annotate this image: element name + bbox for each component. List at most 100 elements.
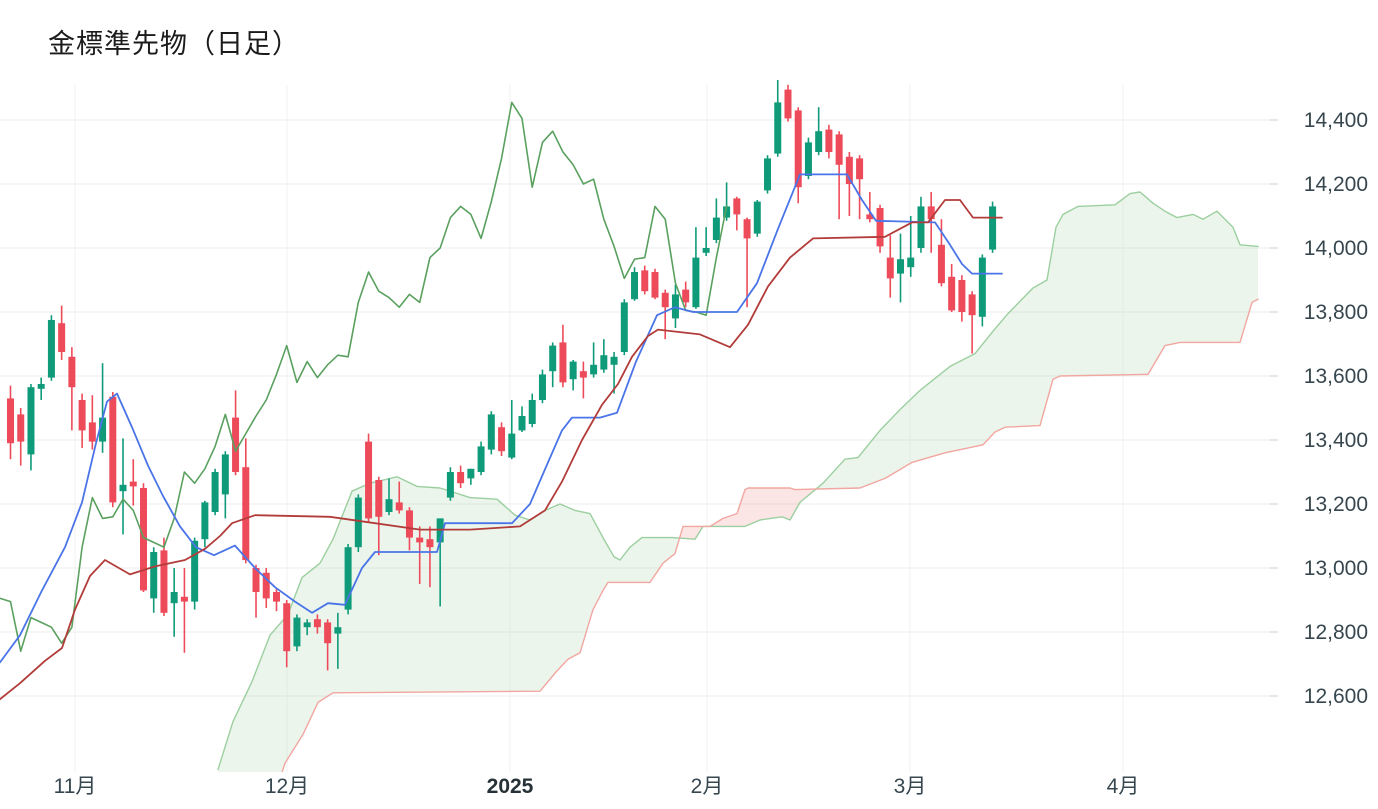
- candle-body-down: [324, 622, 332, 644]
- candle-body-down: [856, 158, 864, 180]
- candle-body-down: [109, 396, 117, 503]
- candle-body-up: [610, 356, 618, 365]
- candle-body-up: [897, 259, 905, 274]
- candle-body-up: [477, 446, 485, 472]
- candle-body-down: [835, 134, 843, 165]
- indicator-lines: [0, 101, 1003, 701]
- candle-body-down: [784, 89, 792, 119]
- candle-body-up: [620, 302, 628, 352]
- y-axis-tick-label: 13,400: [1304, 429, 1368, 452]
- candle-body-down: [58, 323, 66, 352]
- candle-body-up: [600, 355, 608, 370]
- candle-body-up: [804, 142, 812, 176]
- x-axis-tick-label: 2025: [487, 775, 534, 798]
- candle-body-down: [682, 289, 690, 303]
- x-axis-tick-label: 4月: [1107, 775, 1140, 798]
- candle-body-up: [753, 201, 761, 234]
- candle-body-down: [559, 342, 567, 383]
- candle-body-up: [344, 547, 352, 610]
- candle-body-down: [375, 480, 383, 517]
- candle-body-up: [467, 468, 475, 479]
- chart-title: 金標準先物（日足）: [48, 29, 300, 59]
- candle-body-up: [446, 472, 454, 498]
- candle-body-up: [978, 257, 986, 317]
- candle-body-up: [917, 206, 925, 248]
- chikou-span-line: [0, 101, 728, 652]
- y-axis-labels: 12,600 12,800 13,000 13,200 13,400 13,600 13,8…: [1304, 109, 1368, 708]
- candle-body-up: [201, 502, 209, 540]
- candle-body-up: [99, 417, 107, 442]
- x-axis-tick-label: 11月: [54, 775, 97, 798]
- kijun-sen-line: [0, 199, 1003, 701]
- candle-body-up: [518, 416, 526, 431]
- candle-body-up: [815, 131, 823, 152]
- cloud-bullish-area: [816, 192, 1258, 490]
- candle-body-down: [262, 572, 270, 599]
- candle-body-down: [579, 371, 587, 378]
- candle-body-down: [876, 208, 884, 247]
- candle-body-down: [313, 619, 321, 628]
- candle-body-down: [17, 414, 25, 442]
- candle-body-down: [405, 510, 413, 538]
- y-axis-tick-label: 13,600: [1304, 365, 1368, 388]
- candle-body-up: [989, 206, 997, 250]
- candlesticks: [7, 80, 997, 671]
- senkou-span-b-line: [281, 298, 1259, 772]
- candle-body-down: [88, 422, 96, 442]
- candle-body-down: [968, 294, 976, 316]
- candle-body-up: [764, 158, 772, 191]
- candle-body-down: [78, 400, 86, 431]
- candle-body-up: [549, 345, 557, 372]
- candle-body-up: [712, 217, 720, 240]
- x-axis-tick-label: 3月: [894, 775, 927, 798]
- y-axis-tick-label: 14,400: [1304, 109, 1368, 132]
- candle-body-down: [948, 276, 956, 311]
- y-axis-tick-label: 14,000: [1304, 237, 1368, 260]
- ichimoku-cloud: [217, 191, 1259, 772]
- candle-body-up: [631, 272, 639, 300]
- candle-body-down: [68, 356, 76, 388]
- candle-body-down: [498, 427, 506, 452]
- candle-body-up: [702, 248, 710, 253]
- candle-body-down: [365, 441, 373, 519]
- senkou-span-a-line: [217, 191, 1259, 771]
- candle-body-down: [457, 472, 465, 484]
- candle-body-up: [303, 622, 311, 628]
- candle-body-up: [150, 552, 158, 599]
- candle-body-down: [661, 292, 669, 308]
- candle-body-down: [651, 272, 659, 298]
- candle-body-up: [354, 497, 362, 548]
- candle-body-down: [886, 257, 894, 279]
- candle-body-up: [508, 433, 516, 458]
- candle-body-down: [395, 502, 403, 511]
- candle-body-down: [825, 129, 833, 152]
- y-axis-tick-label: 14,200: [1304, 173, 1368, 196]
- candle-body-down: [232, 417, 240, 472]
- candle-body-down: [272, 592, 280, 602]
- tenkan-sen-line: [0, 173, 1003, 664]
- candle-body-down: [845, 156, 853, 184]
- candle-body-down: [160, 550, 168, 613]
- candle-body-down: [733, 198, 741, 215]
- candle-body-up: [293, 617, 301, 647]
- x-axis-tick-label: 12月: [265, 775, 309, 798]
- candle-body-up: [27, 387, 35, 455]
- candle-body-down: [7, 398, 14, 444]
- candle-body-up: [538, 374, 546, 400]
- grid-lines: [0, 85, 1278, 772]
- candle-body-up: [170, 592, 178, 604]
- candle-body-up: [334, 627, 342, 634]
- candle-body-up: [37, 384, 45, 389]
- candle-body-down: [180, 596, 188, 602]
- candle-body-up: [590, 364, 598, 375]
- x-axis-tick-label: 2月: [691, 775, 724, 798]
- candle-body-up: [221, 454, 229, 495]
- candle-body-up: [487, 414, 495, 450]
- candle-body-down: [937, 244, 945, 284]
- candle-body-up: [907, 257, 915, 268]
- y-axis-tick-label: 13,800: [1304, 301, 1368, 324]
- candle-body-up: [569, 361, 577, 380]
- y-axis-tick-label: 12,600: [1304, 685, 1368, 708]
